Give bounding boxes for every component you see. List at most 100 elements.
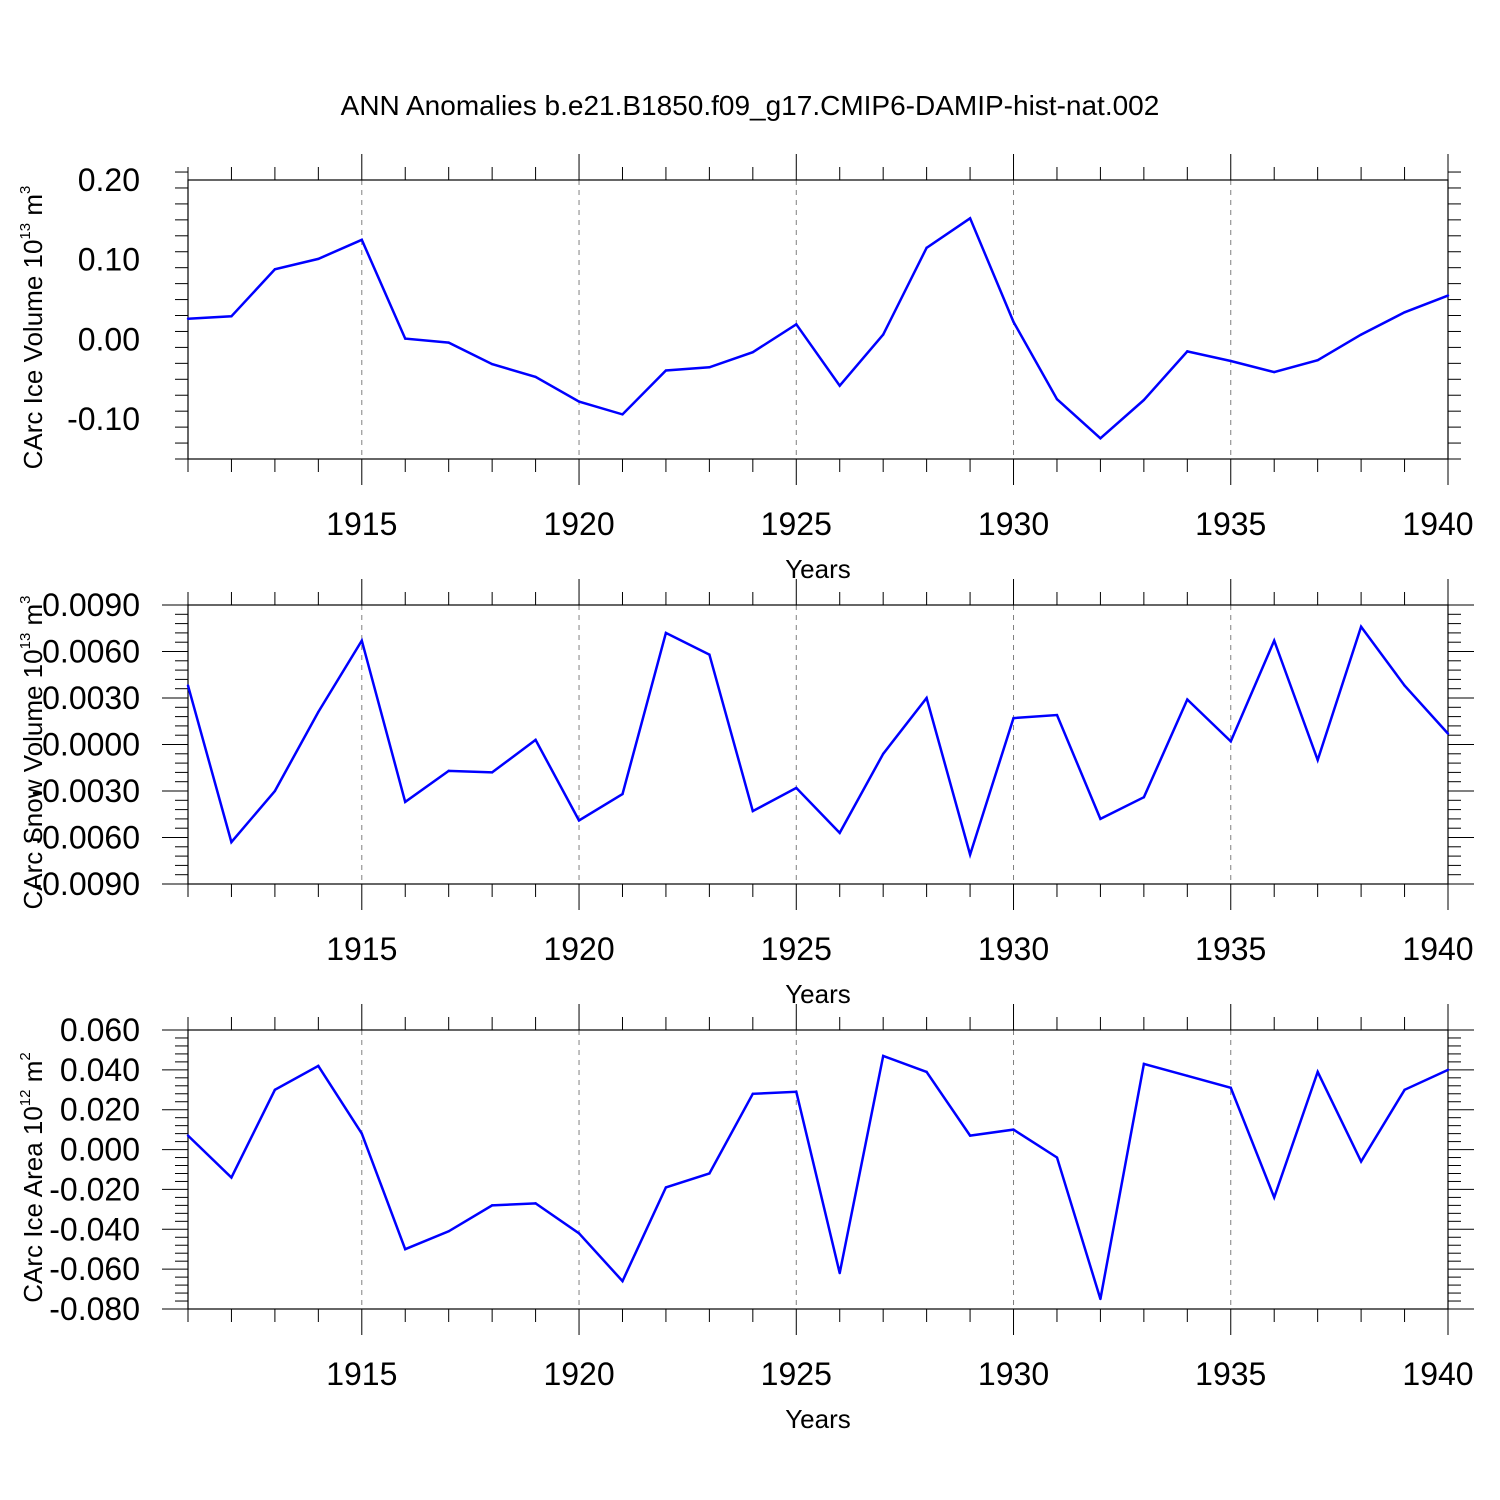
y-tick-label: -0.020	[49, 1171, 140, 1207]
x-tick-label: 1930	[978, 1356, 1049, 1392]
data-point	[1099, 1297, 1102, 1301]
data-point	[708, 653, 711, 656]
data-point	[1446, 1068, 1450, 1072]
data-point	[273, 789, 277, 793]
data-point	[751, 1092, 755, 1095]
data-point	[621, 792, 624, 796]
data-point	[664, 1186, 668, 1189]
x-tick-label: 1940	[1402, 931, 1473, 967]
data-point	[795, 323, 798, 326]
y-tick-label: -0.0090	[31, 866, 140, 902]
data-point	[534, 375, 537, 379]
data-point	[360, 1132, 363, 1135]
plot-frame	[187, 604, 1449, 885]
y-tick-label: -0.040	[49, 1211, 140, 1247]
y-tick-label: 0.020	[60, 1092, 140, 1128]
y-tick-label: 0.0000	[42, 727, 140, 763]
y-tick-label: -0.060	[49, 1251, 140, 1287]
data-point	[795, 1090, 798, 1093]
data-point	[838, 384, 841, 387]
plot-frame	[187, 179, 1449, 460]
series-line	[187, 216, 1449, 440]
x-tick-label: 1935	[1195, 506, 1266, 542]
y-axis-title: CArc Snow Volume 1013 m3	[17, 595, 48, 909]
x-tick-label: 1920	[543, 1356, 614, 1392]
x-tick-label: 1940	[1402, 506, 1473, 542]
data-point	[1316, 758, 1319, 762]
data-point	[360, 238, 363, 241]
y-tick-label: -0.0060	[31, 820, 140, 856]
data-point	[1403, 311, 1406, 314]
data-point	[186, 317, 190, 320]
data-point	[1403, 1088, 1406, 1091]
data-point	[1186, 698, 1189, 701]
data-point	[1229, 1086, 1232, 1089]
data-point	[664, 631, 668, 635]
x-tick-label: 1925	[761, 931, 832, 967]
data-point	[404, 800, 407, 804]
data-point	[230, 840, 233, 844]
data-point	[447, 769, 450, 773]
panel-2: -0.0090 -0.0060 -0.0030 0.0000 0.0030 0.0060 0…	[17, 579, 1474, 1009]
data-point	[1446, 732, 1450, 735]
data-point	[838, 1271, 841, 1275]
data-point	[230, 315, 233, 318]
data-point	[925, 696, 928, 700]
data-point	[273, 1088, 277, 1091]
x-tick-label: 1920	[543, 931, 614, 967]
y-tick-label: 0.0030	[42, 680, 140, 716]
data-point	[1142, 1062, 1146, 1066]
data-point	[317, 257, 320, 261]
data-point	[751, 809, 755, 813]
data-point	[230, 1176, 233, 1179]
panels: -0.10 0.00 0.10 0.20 1915 1920 1925 1930 1935 194…	[17, 154, 1474, 1434]
data-point	[317, 710, 320, 714]
data-point	[577, 819, 581, 822]
data-point	[1055, 1156, 1059, 1159]
data-point	[838, 831, 841, 835]
data-point	[317, 1064, 320, 1068]
data-point	[1446, 294, 1450, 297]
y-tick-label: -0.080	[49, 1291, 140, 1327]
y-tick-label: 0.00	[78, 321, 140, 357]
x-tick-label: 1915	[326, 1356, 397, 1392]
y-tick-label: 0.0090	[42, 587, 140, 623]
data-point	[1229, 359, 1232, 363]
x-tick-label: 1930	[978, 506, 1049, 542]
x-tick-label: 1925	[761, 1356, 832, 1392]
data-point	[1273, 1196, 1276, 1199]
plot-frame	[187, 1029, 1449, 1310]
x-axis-title: Years	[785, 1404, 851, 1434]
x-tick-label: 1915	[326, 506, 397, 542]
x-tick-label: 1940	[1402, 1356, 1473, 1392]
data-point	[490, 771, 494, 774]
data-point	[447, 1230, 450, 1233]
data-point	[621, 413, 624, 416]
data-point	[1142, 796, 1146, 799]
data-point	[490, 362, 494, 366]
x-axis-title: Years	[785, 979, 851, 1009]
data-point	[708, 1172, 711, 1175]
y-tick-label: 0.000	[60, 1132, 140, 1168]
data-point	[1273, 639, 1276, 642]
x-tick-label: 1925	[761, 506, 832, 542]
data-point	[447, 341, 450, 344]
data-point	[1359, 333, 1363, 336]
y-tick-label: 0.040	[60, 1052, 140, 1088]
y-tick-label: 0.0060	[42, 634, 140, 670]
data-point	[1186, 350, 1189, 353]
data-point	[881, 752, 885, 755]
data-point	[664, 369, 668, 372]
data-point	[404, 337, 407, 340]
data-point	[1012, 716, 1015, 720]
data-point	[1403, 684, 1406, 687]
y-tick-label: -0.0030	[31, 773, 140, 809]
data-point	[490, 1204, 494, 1207]
data-point	[1142, 398, 1146, 402]
data-point	[1359, 1160, 1363, 1163]
x-tick-label: 1935	[1195, 931, 1266, 967]
data-point	[1229, 740, 1232, 743]
y-tick-label: -0.10	[67, 401, 140, 437]
